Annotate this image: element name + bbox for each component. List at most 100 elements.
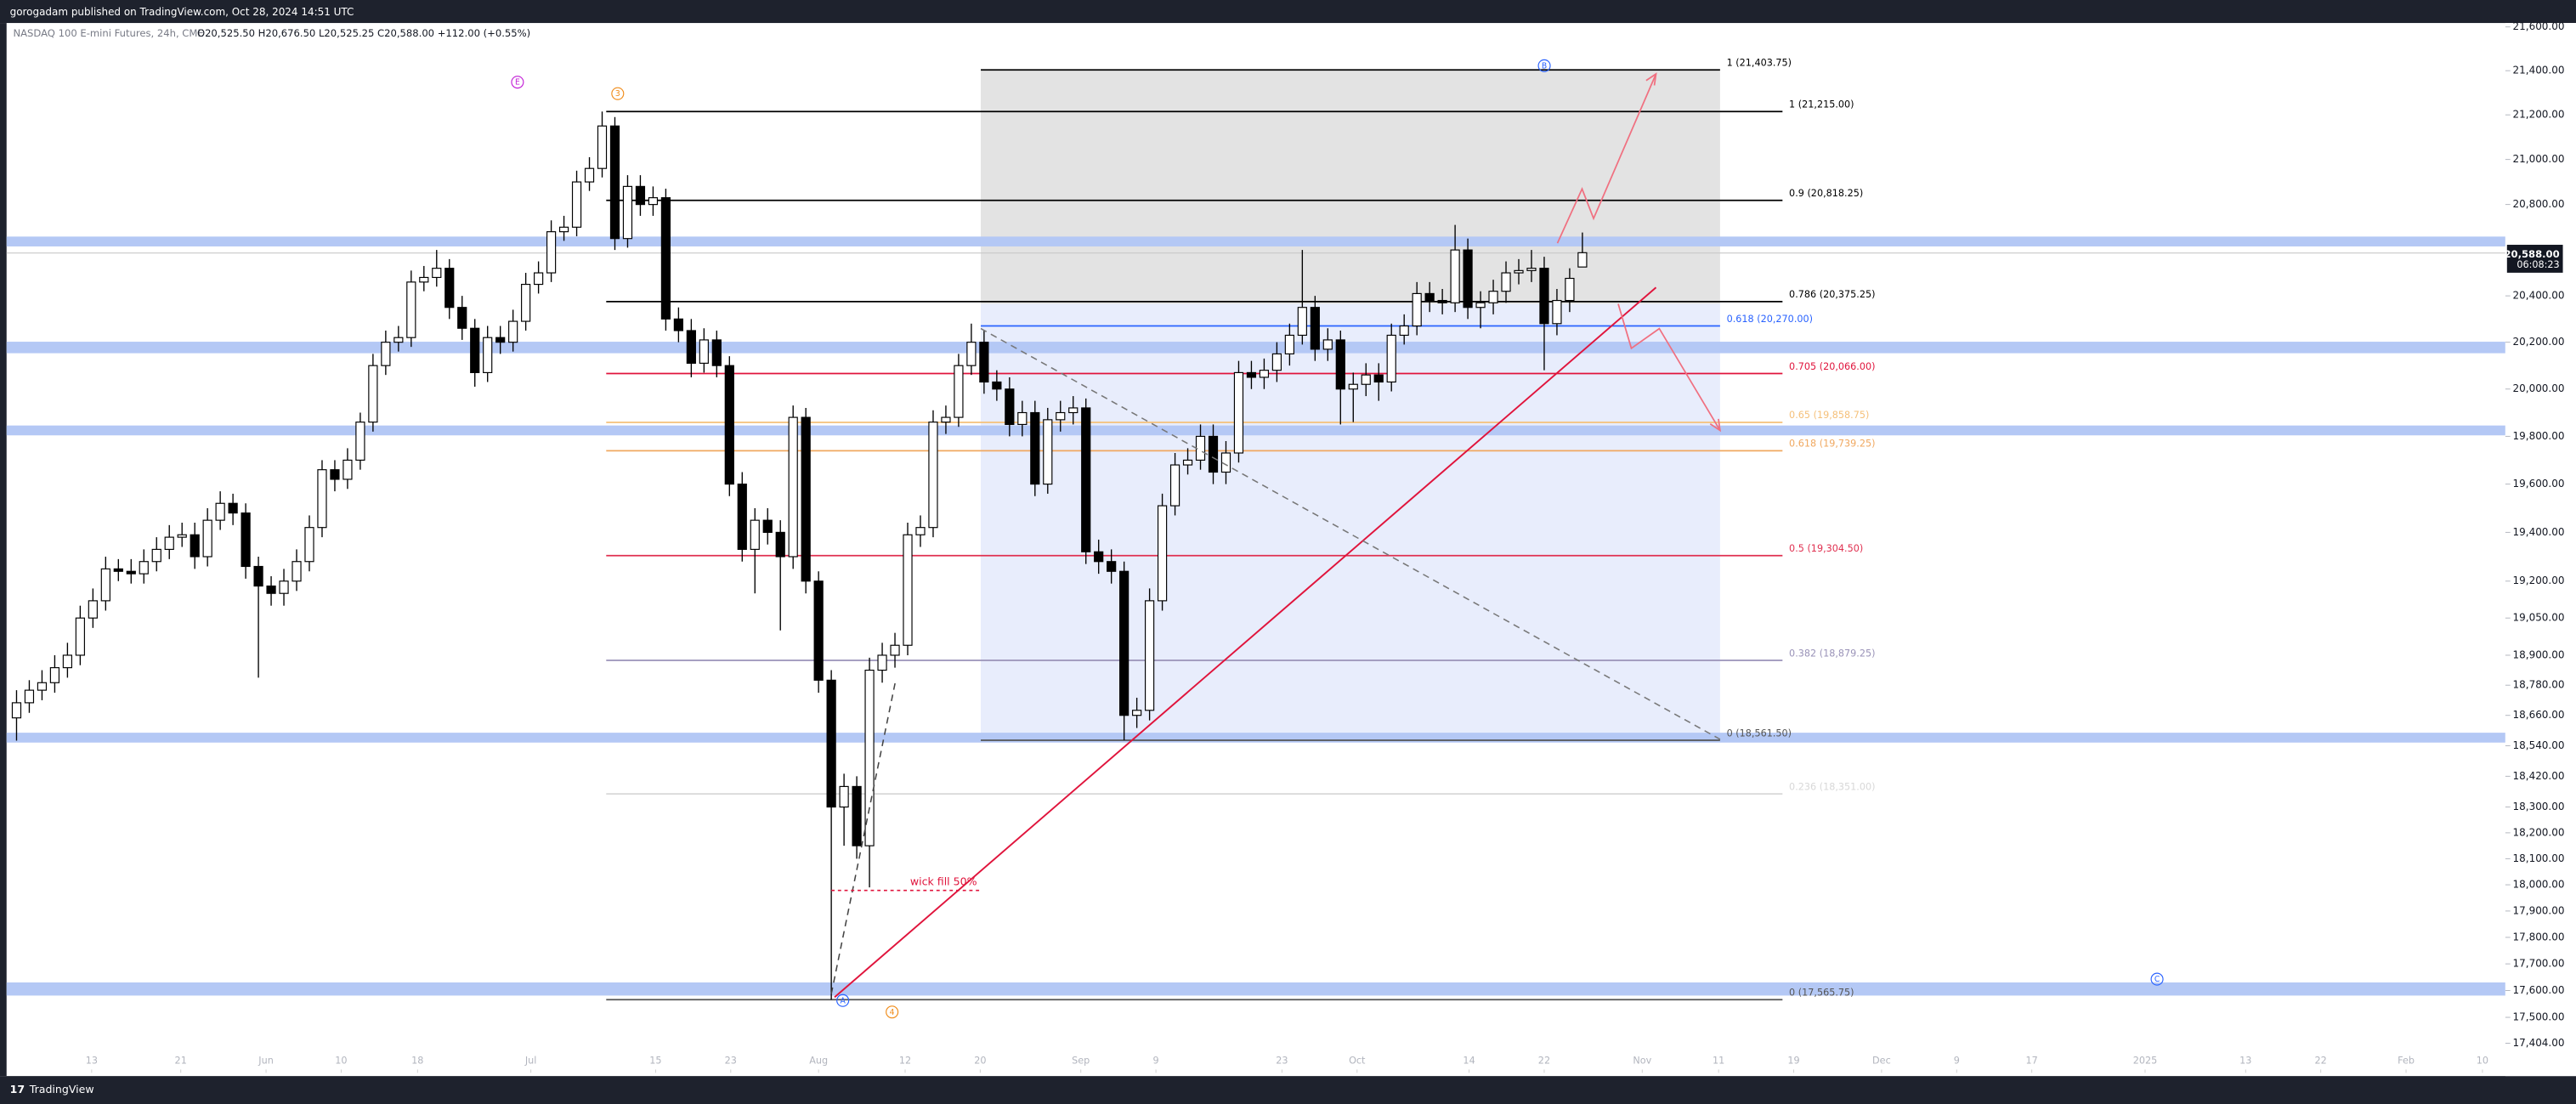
candle-body [317, 469, 327, 529]
candle-body [711, 339, 722, 366]
candle-body [584, 167, 595, 183]
candle-body [864, 669, 875, 846]
candle-body [571, 181, 582, 228]
candle-body [622, 185, 633, 240]
x-tick-label: 13 [86, 1056, 98, 1067]
x-tick-label: Aug [809, 1056, 828, 1067]
candle-body [1208, 435, 1219, 473]
candle-body [928, 422, 938, 529]
candle-body [495, 337, 506, 343]
candle-body [813, 580, 824, 681]
candle-body [979, 342, 989, 383]
y-tick-label: 19,800.00 [2513, 430, 2565, 442]
candle-body [992, 381, 1002, 390]
candle-body [1017, 411, 1028, 426]
y-tick-label: 17,900.00 [2513, 904, 2565, 916]
candle-body [1182, 459, 1193, 466]
fib-label: 0.9 (20,818.25) [1789, 188, 1863, 199]
candle-body [1220, 452, 1231, 473]
y-tick-label: 18,300.00 [2513, 801, 2565, 812]
candle-body [1157, 505, 1168, 602]
candle-body [1310, 307, 1320, 350]
candle-body [1577, 252, 1588, 268]
fib-label: 1 (21,403.75) [1727, 57, 1792, 68]
y-tick-label: 17,700.00 [2513, 958, 2565, 970]
y-tick-label: 19,200.00 [2513, 575, 2565, 586]
candle-body [1030, 411, 1040, 485]
fib-label: 1 (21,215.00) [1789, 99, 1854, 110]
arrow-head [1645, 72, 1657, 86]
candle-body [279, 580, 289, 594]
fib-label: 0.618 (20,270.00) [1727, 314, 1813, 325]
x-tick-label: 20 [974, 1056, 986, 1067]
candle-body [444, 268, 455, 309]
candle-body [521, 283, 531, 322]
x-tick-label: 15 [649, 1056, 661, 1067]
x-tick-label: 9 [1153, 1056, 1159, 1067]
candle-body [419, 276, 429, 283]
x-tick-label: Nov [1633, 1056, 1651, 1067]
candle-body [1259, 370, 1270, 378]
candle-body [393, 337, 404, 343]
y-tick-label: 18,660.00 [2513, 709, 2565, 721]
y-tick-label: 19,400.00 [2513, 526, 2565, 538]
candle-body [801, 416, 811, 582]
candle-body [954, 365, 964, 418]
candle-body [75, 617, 85, 656]
fib-label: 0.65 (19,858.75) [1789, 410, 1869, 421]
x-tick-label: Dec [1872, 1056, 1891, 1067]
x-tick-label: 13 [2239, 1056, 2251, 1067]
fib-label: 0 (18,561.50) [1727, 728, 1792, 739]
x-tick-label: 10 [2477, 1056, 2488, 1067]
support-zone [6, 733, 2505, 743]
fib-label: 0.382 (18,879.25) [1789, 648, 1875, 659]
candle-body [546, 231, 557, 274]
y-tick-label: 17,404.00 [2513, 1037, 2565, 1049]
candle-body [660, 197, 671, 320]
candle-body [1412, 292, 1422, 327]
wick-fill-note: wick fill 50% [910, 875, 977, 888]
candle-body [1246, 371, 1257, 378]
fib-label: 0.236 (18,351.00) [1789, 781, 1875, 792]
candle-body [1514, 269, 1524, 274]
x-tick-label: 14 [1463, 1056, 1475, 1067]
candle-body [903, 534, 913, 646]
candle-body [941, 416, 951, 423]
dashed-line [830, 682, 897, 994]
fib-label: 0.786 (20,375.25) [1789, 289, 1875, 300]
candle-body [1107, 561, 1117, 572]
candle-body [737, 484, 747, 550]
candle-body [1437, 299, 1447, 303]
candle-body [483, 337, 493, 373]
candle-body [62, 654, 72, 669]
y-tick-label: 17,600.00 [2513, 984, 2565, 996]
candle-body [750, 519, 760, 550]
y-tick-label: 21,200.00 [2513, 109, 2565, 121]
candle-body [1335, 339, 1345, 390]
candle-body [355, 422, 365, 461]
candle-body [470, 327, 480, 373]
candle-body [228, 502, 238, 514]
last-price: 20,588.00 [2504, 248, 2559, 260]
candle-body [100, 568, 110, 602]
candle-body [673, 318, 683, 331]
candle-body [1081, 407, 1091, 552]
x-tick-label: 9 [1954, 1056, 1960, 1067]
y-tick-label: 19,600.00 [2513, 478, 2565, 490]
x-tick-label: Sep [1072, 1056, 1090, 1067]
candle-body [724, 365, 734, 485]
x-tick-label: 18 [411, 1056, 423, 1067]
candle-body [890, 644, 900, 656]
candle-body [597, 125, 608, 169]
candle-body [762, 519, 773, 533]
y-tick-label: 18,420.00 [2513, 770, 2565, 782]
y-tick-label: 18,540.00 [2513, 739, 2565, 751]
candle-body [215, 502, 225, 521]
candle-body [253, 565, 263, 587]
wave-label: A [840, 996, 846, 1005]
y-tick-label: 18,000.00 [2513, 879, 2565, 891]
candle-body [151, 548, 161, 563]
candle-body [406, 281, 416, 338]
